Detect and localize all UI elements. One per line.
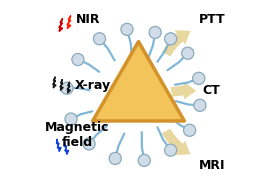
Circle shape [83, 138, 95, 150]
Polygon shape [64, 142, 69, 154]
Circle shape [72, 53, 84, 66]
Polygon shape [59, 18, 63, 32]
FancyArrowPatch shape [162, 30, 191, 57]
Text: NIR: NIR [76, 13, 101, 26]
FancyArrowPatch shape [171, 82, 196, 100]
Circle shape [165, 33, 177, 45]
Polygon shape [53, 77, 56, 88]
Circle shape [93, 33, 106, 45]
Polygon shape [93, 42, 184, 121]
Circle shape [194, 99, 206, 111]
Circle shape [184, 124, 196, 136]
Text: PTT: PTT [199, 13, 225, 26]
Circle shape [182, 47, 194, 59]
Polygon shape [67, 82, 70, 93]
Circle shape [61, 82, 73, 94]
Text: Magnetic
field: Magnetic field [45, 121, 109, 149]
Polygon shape [67, 15, 71, 29]
Circle shape [121, 23, 133, 35]
Text: MRI: MRI [199, 159, 225, 172]
Text: CT: CT [203, 84, 220, 97]
Circle shape [138, 154, 150, 167]
Text: X-ray: X-ray [75, 79, 111, 92]
Circle shape [109, 152, 121, 164]
Polygon shape [60, 79, 63, 91]
FancyArrowPatch shape [162, 129, 191, 155]
Circle shape [193, 72, 205, 84]
Polygon shape [57, 139, 61, 152]
Circle shape [65, 113, 77, 125]
Circle shape [165, 144, 177, 156]
Circle shape [149, 26, 161, 39]
